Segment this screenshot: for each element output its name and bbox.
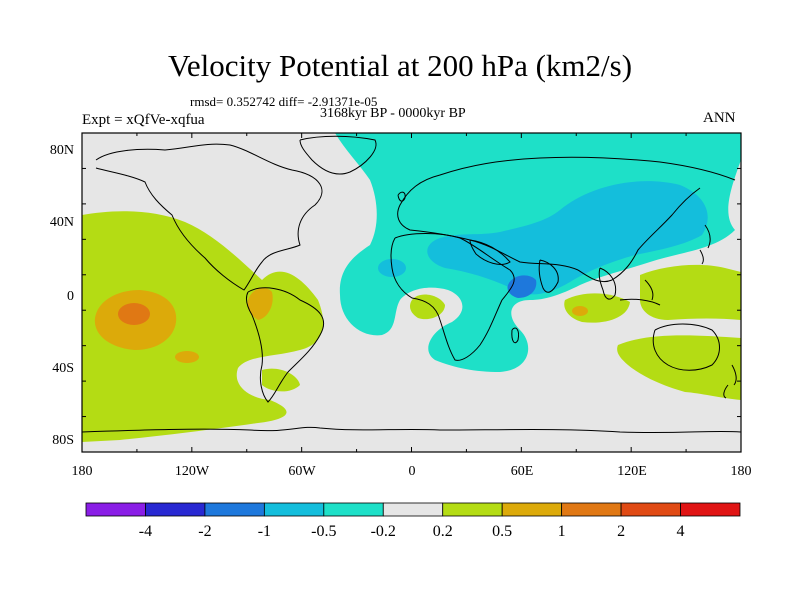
y-tick-label: 40S	[52, 361, 74, 376]
southeast-asia-coast	[598, 267, 661, 306]
map-field	[82, 133, 741, 452]
colorbar-swatch	[680, 502, 741, 517]
new-zealand-coast	[723, 364, 737, 399]
colorbar-labels: -4 -2 -1 -0.5 -0.2 0.2 0.5 1 2 4	[139, 523, 685, 540]
colorbar	[85, 502, 741, 517]
south-pacific-positive-region	[617, 335, 741, 400]
y-axis-labels: 80N 40N 0 40S 80S	[50, 143, 74, 448]
colorbar-label: -2	[198, 523, 211, 540]
japan-coast	[699, 224, 711, 265]
colorbar-swatch	[263, 502, 325, 517]
x-tick-label: 0	[409, 464, 416, 479]
east-pacific-red-center	[118, 303, 150, 325]
period-label: 3168kyr BP - 0000kyr BP	[320, 106, 466, 121]
stats-label: rmsd= 0.352742 diff= -2.91371e-05	[190, 94, 378, 109]
colorbar-swatch	[145, 502, 206, 517]
colorbar-label: 0.5	[492, 523, 512, 540]
uk-coast	[397, 191, 406, 202]
australia-coast	[652, 323, 720, 371]
madagascar-coast	[511, 327, 519, 344]
colorbar-swatch	[323, 502, 384, 517]
x-tick-label: 60W	[288, 464, 316, 479]
antarctica-coast	[82, 426, 741, 434]
y-tick-label: 80N	[50, 143, 74, 158]
colorbar-label: -0.5	[311, 523, 336, 540]
africa-coast	[390, 233, 515, 361]
y-tick-label: 0	[67, 289, 74, 304]
colorbar-label: -0.2	[371, 523, 396, 540]
colorbar-label: -4	[139, 523, 152, 540]
y-tick-label: 80S	[52, 433, 74, 448]
gulf-of-guinea-positive-region	[410, 294, 445, 320]
india-coast	[538, 259, 559, 293]
colorbar-label: -1	[258, 523, 271, 540]
x-tick-label: 180	[731, 464, 752, 479]
y-tick-label: 40N	[50, 215, 74, 230]
colorbar-swatch	[561, 502, 622, 517]
colorbar-label: 1	[558, 523, 566, 540]
east-pacific-small-orange	[175, 351, 199, 363]
indian-ocean-orange-spot	[572, 306, 588, 316]
page-title: Velocity Potential at 200 hPa (km2/s)	[167, 48, 633, 83]
experiment-label: Expt = xQfVe-xqfua	[82, 112, 205, 128]
europe-asia-coast	[397, 156, 736, 283]
pacific-positive-region	[82, 211, 324, 442]
arabia-coast	[469, 239, 511, 265]
colorbar-label: 4	[677, 523, 685, 540]
x-tick-label: 120E	[617, 464, 647, 479]
colorbar-label: 0.2	[433, 523, 453, 540]
x-tick-label: 60E	[511, 464, 534, 479]
map-ticks	[81, 132, 742, 453]
colorbar-label: 2	[617, 523, 625, 540]
andes-orange-region	[247, 287, 273, 320]
x-tick-label: 120W	[175, 464, 210, 479]
colorbar-swatch	[620, 502, 681, 517]
greenland-coast	[299, 135, 377, 175]
colorbar-swatch	[85, 502, 146, 517]
maritime-continent-positive-region	[640, 264, 741, 320]
colorbar-swatch	[204, 502, 265, 517]
south-atlantic-positive-region	[262, 368, 300, 392]
asia-negative-mid-region	[427, 181, 708, 295]
east-africa-negative-center	[507, 275, 537, 298]
x-axis-labels: 180 120W 60W 0 60E 120E 180	[72, 464, 752, 479]
colorbar-swatch	[442, 502, 503, 517]
coastlines	[82, 135, 741, 434]
colorbar-swatch	[382, 502, 444, 517]
x-tick-label: 180	[72, 464, 93, 479]
south-america-coast	[245, 287, 325, 403]
north-america-coast	[95, 143, 323, 291]
season-label: ANN	[703, 110, 736, 126]
colorbar-swatch	[501, 502, 563, 517]
